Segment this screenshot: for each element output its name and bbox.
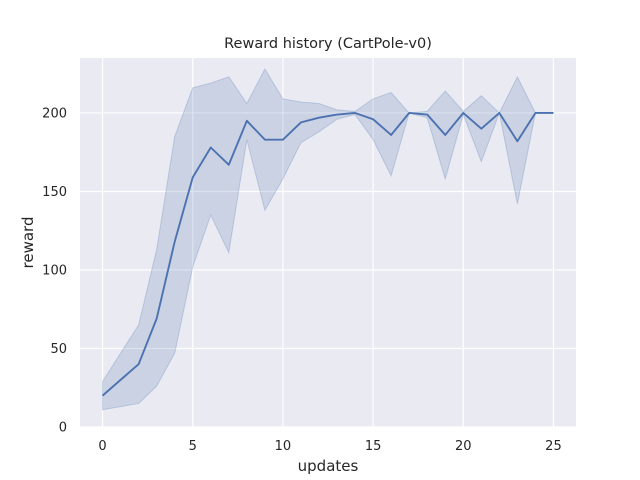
y-tick-label: 200 — [42, 106, 67, 121]
y-axis-label: reward — [19, 217, 37, 269]
y-tick-label: 150 — [42, 185, 67, 200]
x-tick-label: 25 — [545, 439, 562, 454]
x-tick-label: 0 — [98, 439, 106, 454]
mean-line-layer — [101, 112, 554, 397]
y-tick-labels: 0 50 100 150 200 — [42, 106, 67, 435]
mean-reward-line — [101, 112, 554, 397]
x-tick-label: 5 — [189, 439, 197, 454]
x-axis-label: updates — [298, 457, 359, 475]
x-tick-labels: 0 5 10 15 20 25 — [98, 439, 561, 454]
grid-lines — [80, 58, 576, 428]
x-tick-label: 15 — [365, 439, 382, 454]
x-tick-label: 20 — [455, 439, 472, 454]
plot-area — [80, 58, 576, 427]
chart-title: Reward history (CartPole-v0) — [224, 36, 432, 52]
x-tick-label: 10 — [275, 439, 292, 454]
y-tick-label: 50 — [50, 342, 67, 357]
y-tick-label: 100 — [42, 263, 67, 278]
y-tick-label: 0 — [59, 421, 67, 436]
